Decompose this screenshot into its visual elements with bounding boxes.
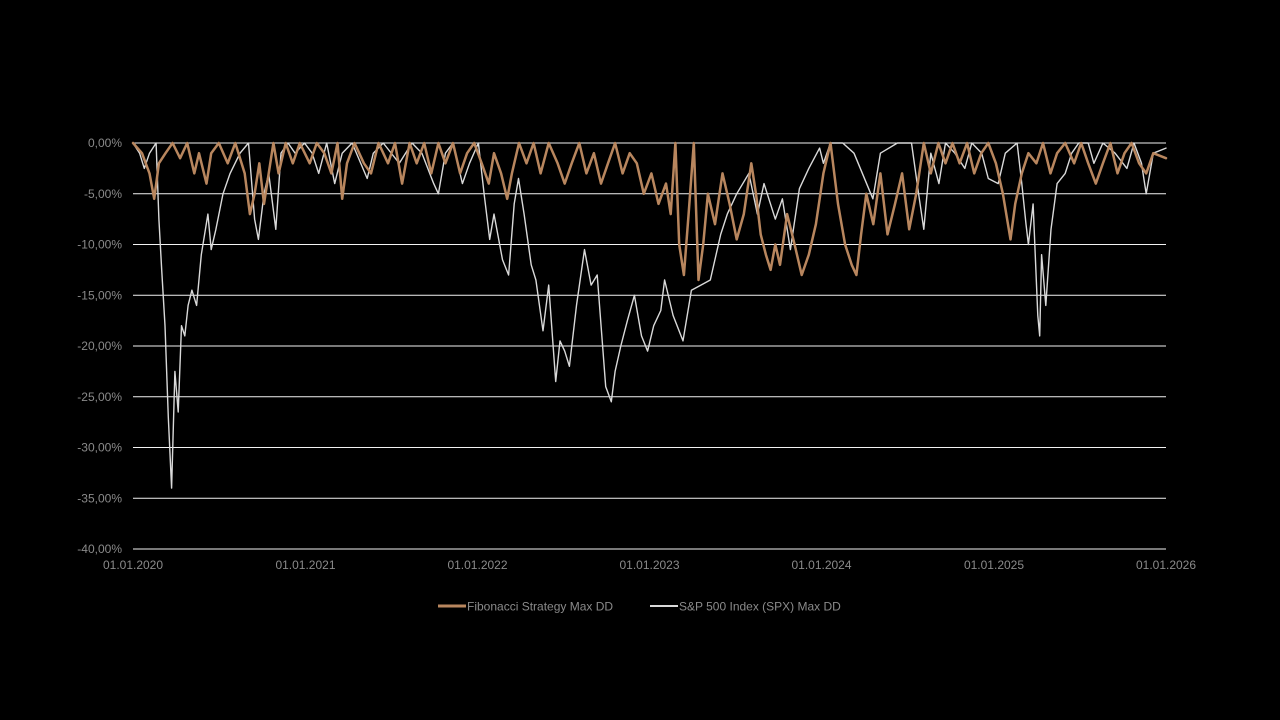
series-line-fibonacci — [131, 141, 1168, 282]
y-tick-label: -40,00% — [77, 542, 122, 556]
x-tick-label: 01.01.2022 — [447, 558, 507, 572]
x-tick-label: 01.01.2024 — [791, 558, 851, 572]
y-tick-label: -10,00% — [77, 238, 122, 252]
legend-item-fibonacci[interactable]: Fibonacci Strategy Max DD — [438, 600, 613, 614]
x-tick-label: 01.01.2025 — [964, 558, 1024, 572]
series-lines — [131, 141, 1168, 489]
y-tick-label: -30,00% — [77, 441, 122, 455]
legend-label-spx: S&P 500 Index (SPX) Max DD — [679, 600, 841, 614]
y-tick-label: 0,00% — [88, 136, 122, 150]
legend-item-spx[interactable]: S&P 500 Index (SPX) Max DD — [650, 600, 841, 614]
x-axis-ticks: 01.01.2020 01.01.2021 01.01.2022 01.01.2023… — [103, 558, 1196, 572]
y-tick-label: -35,00% — [77, 491, 122, 505]
x-tick-label: 01.01.2020 — [103, 558, 163, 572]
series-line-spx — [132, 142, 1167, 489]
y-tick-label: -15,00% — [77, 288, 122, 302]
x-tick-label: 01.01.2026 — [1136, 558, 1196, 572]
legend: Fibonacci Strategy Max DD S&P 500 Index … — [438, 600, 841, 614]
x-tick-label: 01.01.2021 — [275, 558, 335, 572]
x-tick-label: 01.01.2023 — [619, 558, 679, 572]
y-tick-label: -25,00% — [77, 390, 122, 404]
legend-label-fibonacci: Fibonacci Strategy Max DD — [467, 600, 613, 614]
y-axis-ticks: 0,00% -5,00% -10,00% -15,00% -20,00% -25,00% -… — [77, 136, 122, 556]
y-tick-label: -20,00% — [77, 339, 122, 353]
y-tick-label: -5,00% — [84, 187, 122, 201]
